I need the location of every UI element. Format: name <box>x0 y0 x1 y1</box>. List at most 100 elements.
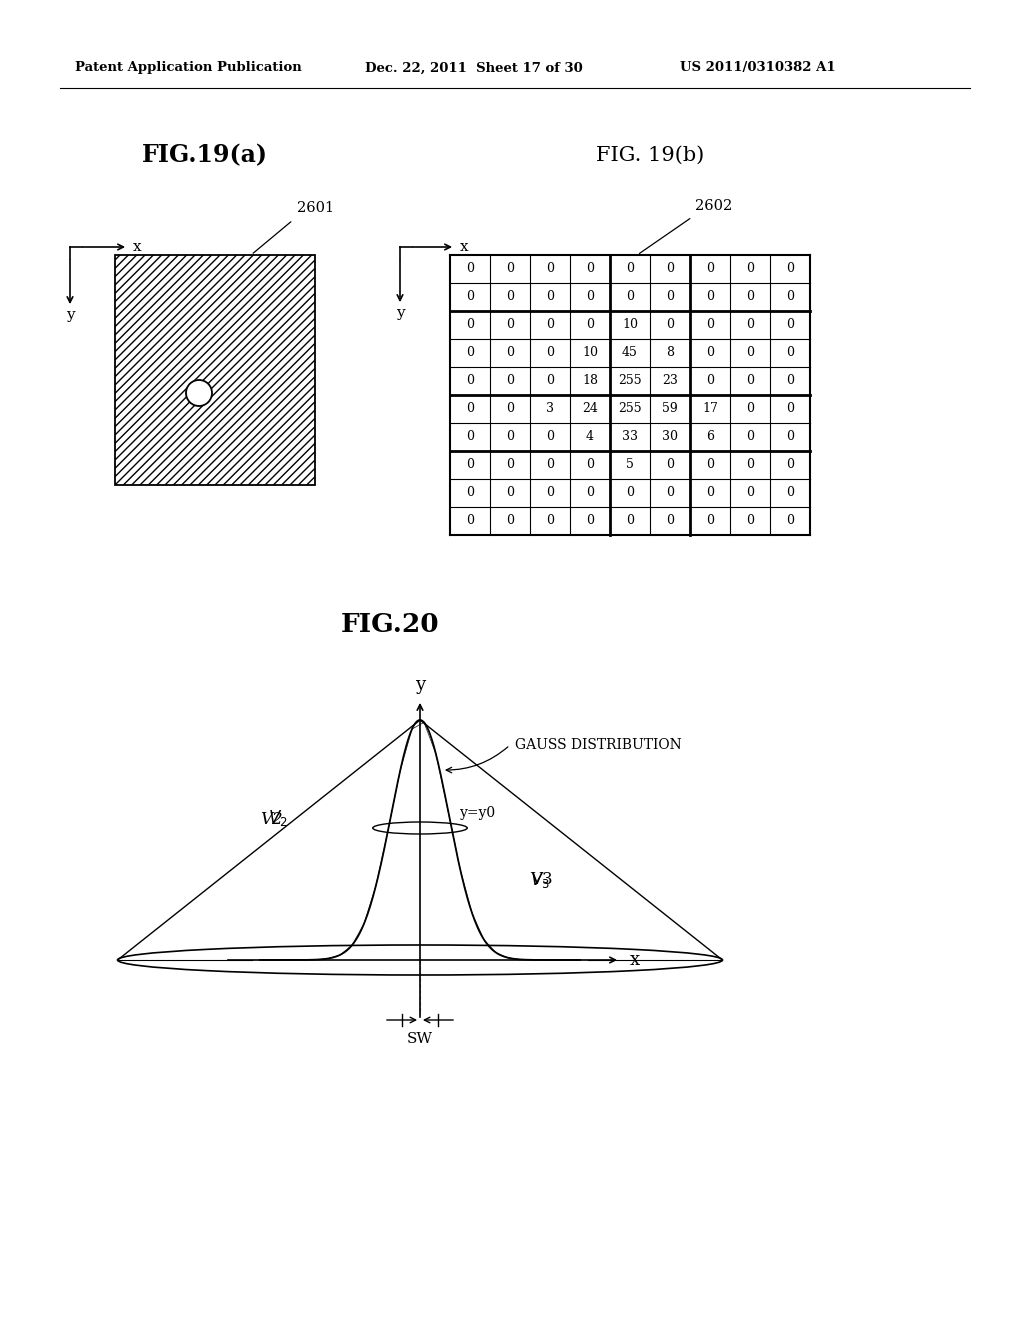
Text: 0: 0 <box>506 458 514 471</box>
Text: 0: 0 <box>546 458 554 471</box>
Text: 0: 0 <box>786 403 794 416</box>
Bar <box>770 451 810 479</box>
Text: 0: 0 <box>466 458 474 471</box>
Bar <box>610 367 650 395</box>
Text: x: x <box>630 950 640 969</box>
Text: $V_3$: $V_3$ <box>530 870 550 890</box>
Text: 24: 24 <box>582 403 598 416</box>
Bar <box>530 312 570 339</box>
Bar <box>610 507 650 535</box>
Bar <box>530 451 570 479</box>
Bar <box>650 367 690 395</box>
Text: 255: 255 <box>618 403 642 416</box>
Text: 255: 255 <box>618 375 642 388</box>
Bar <box>570 422 610 451</box>
Bar <box>610 282 650 312</box>
Text: 0: 0 <box>546 263 554 276</box>
Bar <box>770 507 810 535</box>
Bar <box>570 507 610 535</box>
Text: 0: 0 <box>546 318 554 331</box>
Text: 0: 0 <box>746 487 754 499</box>
Text: 0: 0 <box>746 346 754 359</box>
Text: 0: 0 <box>546 290 554 304</box>
Text: 0: 0 <box>586 515 594 528</box>
Text: 2602: 2602 <box>695 199 732 213</box>
Text: 0: 0 <box>546 430 554 444</box>
Text: 0: 0 <box>506 403 514 416</box>
Bar <box>730 367 770 395</box>
Bar <box>450 312 490 339</box>
Text: 0: 0 <box>506 318 514 331</box>
Text: 0: 0 <box>546 487 554 499</box>
Text: 0: 0 <box>666 318 674 331</box>
Bar <box>610 255 650 282</box>
Text: y: y <box>66 308 75 322</box>
Bar <box>690 422 730 451</box>
Text: V3: V3 <box>530 871 553 888</box>
Text: 0: 0 <box>466 515 474 528</box>
Text: 0: 0 <box>546 515 554 528</box>
Text: 0: 0 <box>466 318 474 331</box>
Text: 0: 0 <box>506 430 514 444</box>
Text: y: y <box>415 676 425 694</box>
Text: 0: 0 <box>666 290 674 304</box>
Bar <box>490 339 530 367</box>
Text: 0: 0 <box>706 346 714 359</box>
Text: 0: 0 <box>626 263 634 276</box>
Text: 0: 0 <box>586 487 594 499</box>
Text: 0: 0 <box>706 458 714 471</box>
Text: 33: 33 <box>622 430 638 444</box>
Text: FIG. 19(b): FIG. 19(b) <box>596 145 705 165</box>
Text: 0: 0 <box>666 487 674 499</box>
Bar <box>690 339 730 367</box>
Text: 0: 0 <box>466 487 474 499</box>
Bar <box>690 367 730 395</box>
Text: 0: 0 <box>466 346 474 359</box>
Text: 2601: 2601 <box>297 201 334 215</box>
Text: 0: 0 <box>746 430 754 444</box>
Bar <box>450 395 490 422</box>
Text: US 2011/0310382 A1: US 2011/0310382 A1 <box>680 62 836 74</box>
Bar <box>730 451 770 479</box>
Bar <box>650 451 690 479</box>
Text: 30: 30 <box>662 430 678 444</box>
Text: 0: 0 <box>466 430 474 444</box>
Bar <box>530 339 570 367</box>
Bar <box>770 282 810 312</box>
Text: 0: 0 <box>666 458 674 471</box>
Text: 0: 0 <box>506 487 514 499</box>
Bar <box>650 422 690 451</box>
Bar <box>530 479 570 507</box>
Text: 0: 0 <box>786 290 794 304</box>
Bar <box>730 312 770 339</box>
Bar <box>650 255 690 282</box>
Bar <box>450 367 490 395</box>
Bar <box>530 507 570 535</box>
Text: 0: 0 <box>706 375 714 388</box>
Text: 0: 0 <box>746 290 754 304</box>
Text: 0: 0 <box>746 375 754 388</box>
Bar <box>490 395 530 422</box>
Text: 0: 0 <box>786 318 794 331</box>
Bar <box>490 312 530 339</box>
Bar <box>450 282 490 312</box>
Text: 10: 10 <box>622 318 638 331</box>
Bar <box>730 422 770 451</box>
Text: 0: 0 <box>626 515 634 528</box>
Bar <box>490 367 530 395</box>
Text: 0: 0 <box>746 458 754 471</box>
Bar <box>450 451 490 479</box>
Text: 6: 6 <box>706 430 714 444</box>
Text: 0: 0 <box>666 515 674 528</box>
Text: 0: 0 <box>786 346 794 359</box>
Bar <box>730 282 770 312</box>
Bar <box>690 507 730 535</box>
Text: 59: 59 <box>663 403 678 416</box>
Bar <box>570 312 610 339</box>
Text: 0: 0 <box>666 263 674 276</box>
Text: FIG.20: FIG.20 <box>341 612 439 638</box>
Bar <box>490 451 530 479</box>
Text: 0: 0 <box>746 515 754 528</box>
Text: y: y <box>395 306 404 319</box>
Circle shape <box>186 380 212 407</box>
